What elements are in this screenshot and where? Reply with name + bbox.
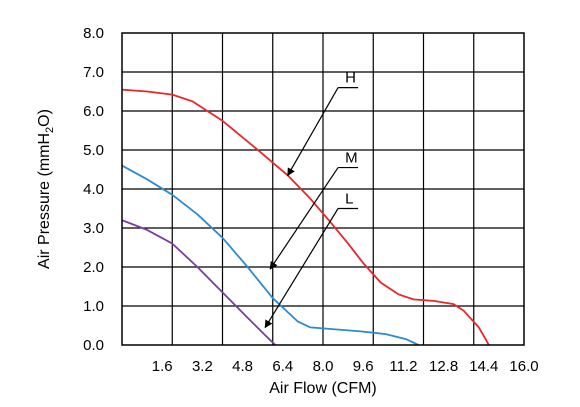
x-tick-label: 12.8 bbox=[429, 358, 458, 375]
x-tick-label: 14.4 bbox=[469, 358, 498, 375]
y-axis-title-main: Air Pressure (mmH bbox=[36, 133, 53, 269]
series-line-m bbox=[121, 164, 419, 346]
y-tick-label: 4.0 bbox=[83, 181, 104, 198]
x-tick-label: 4.8 bbox=[232, 358, 253, 375]
x-tick-label: 1.6 bbox=[152, 358, 173, 375]
y-tick-label: 6.0 bbox=[83, 103, 104, 120]
y-axis-title-end: O) bbox=[36, 109, 53, 127]
x-tick-label: 3.2 bbox=[192, 358, 213, 375]
x-tick-labels: 1.6 3.2 4.8 6.4 8.0 9.6 11.2 12.8 14.4 16.0 bbox=[152, 358, 539, 375]
y-tick-label: 5.0 bbox=[83, 142, 104, 159]
x-axis-title: Air Flow (CFM) bbox=[269, 380, 377, 397]
y-tick-label: 2.0 bbox=[83, 259, 104, 276]
annotation-arrow bbox=[264, 208, 339, 329]
series-line-l bbox=[121, 219, 276, 346]
x-tick-label: 11.2 bbox=[389, 358, 417, 375]
y-axis-title-subscript: 2 bbox=[44, 127, 56, 133]
x-tick-label: 8.0 bbox=[313, 358, 334, 375]
y-tick-label: 1.0 bbox=[83, 298, 104, 315]
annotation-label-m: M bbox=[345, 150, 358, 167]
x-tick-label: 16.0 bbox=[509, 358, 538, 375]
y-tick-label: 8.0 bbox=[83, 25, 104, 42]
annotations: H M L bbox=[264, 70, 359, 329]
series-line-h bbox=[121, 88, 490, 346]
y-tick-labels: 0.0 1.0 2.0 3.0 4.0 5.0 6.0 7.0 8.0 bbox=[83, 25, 104, 354]
y-tick-label: 3.0 bbox=[83, 220, 104, 237]
series-group bbox=[121, 88, 490, 346]
y-tick-label: 7.0 bbox=[83, 64, 104, 81]
annotation-arrow bbox=[269, 167, 339, 270]
annotation-label-h: H bbox=[345, 70, 356, 87]
grid bbox=[122, 33, 524, 345]
x-tick-label: 6.4 bbox=[272, 358, 293, 375]
y-axis-title: Air Pressure (mmH2O) bbox=[36, 109, 56, 269]
plot-area-border bbox=[121, 32, 525, 346]
x-tick-label: 9.6 bbox=[353, 358, 374, 375]
annotation-arrow bbox=[287, 87, 339, 177]
annotation-label-l: L bbox=[345, 191, 353, 208]
y-tick-label: 0.0 bbox=[83, 337, 104, 354]
